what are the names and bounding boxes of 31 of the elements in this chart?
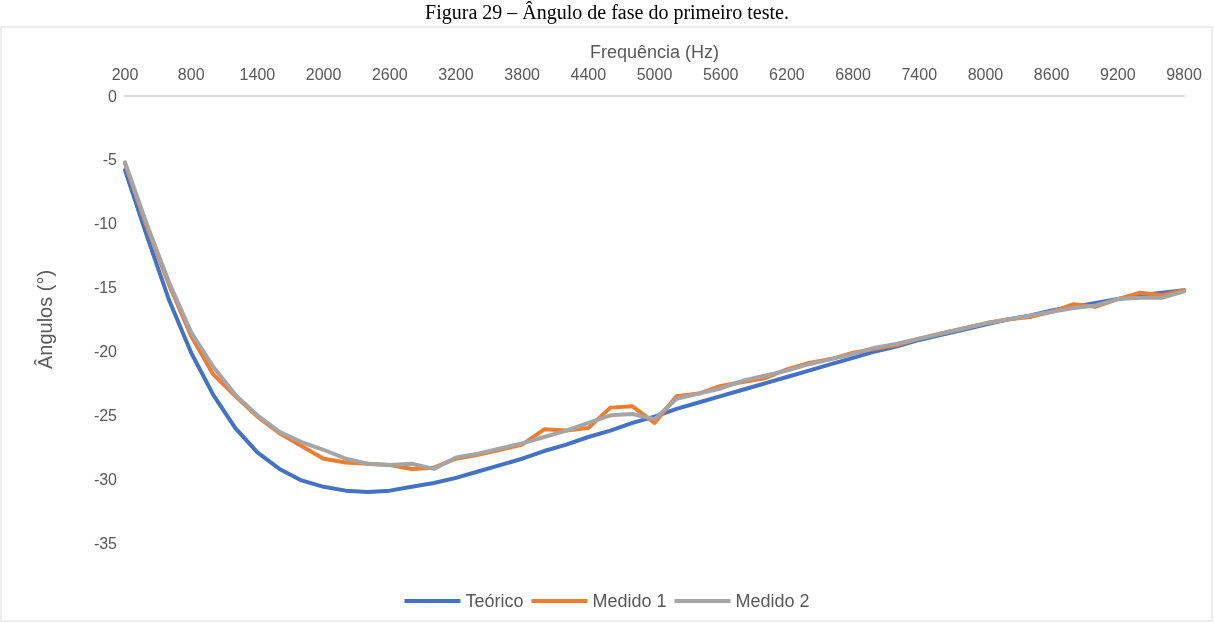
legend-label: Medido 2 [735,591,810,611]
x-tick-label: 3200 [438,65,474,83]
legend-label: Medido 1 [592,591,667,611]
x-tick-label: 9800 [1166,65,1202,83]
x-tick-label: 8000 [967,65,1004,83]
chart-title: Figura 29 – Ângulo de fase do primeiro teste. [424,0,790,26]
legend-label: Teórico [465,591,524,611]
y-tick-label: 0 [108,87,118,105]
x-axis-title: Frequência (Hz) [589,42,720,63]
x-tick-label: 4400 [570,65,607,83]
x-tick-label: 7400 [901,65,938,83]
x-tick-label: 8600 [1033,65,1070,83]
y-tick-label: -35 [93,534,118,552]
x-tick-label: 5600 [702,65,739,83]
x-tick-label: 1400 [239,65,276,83]
y-tick-label: -15 [93,279,118,297]
x-tick-label: 800 [177,65,205,83]
x-tick-label: 5000 [636,65,673,83]
y-tick-label: -30 [93,470,118,488]
x-tick-label: 3800 [504,65,541,83]
x-tick-label: 200 [111,65,139,83]
x-tick-label: 6800 [835,65,871,83]
x-tick-label: 6200 [769,65,805,83]
y-axis-title: Ângulos (°) [34,269,56,370]
y-tick-label: -20 [93,342,118,360]
y-tick-label: -25 [93,406,118,424]
x-tick-label: 2600 [371,65,408,83]
x-tick-label: 9200 [1100,65,1136,83]
y-tick-label: -5 [102,151,118,169]
x-tick-label: 2000 [305,65,342,83]
y-tick-label: -10 [93,215,118,233]
